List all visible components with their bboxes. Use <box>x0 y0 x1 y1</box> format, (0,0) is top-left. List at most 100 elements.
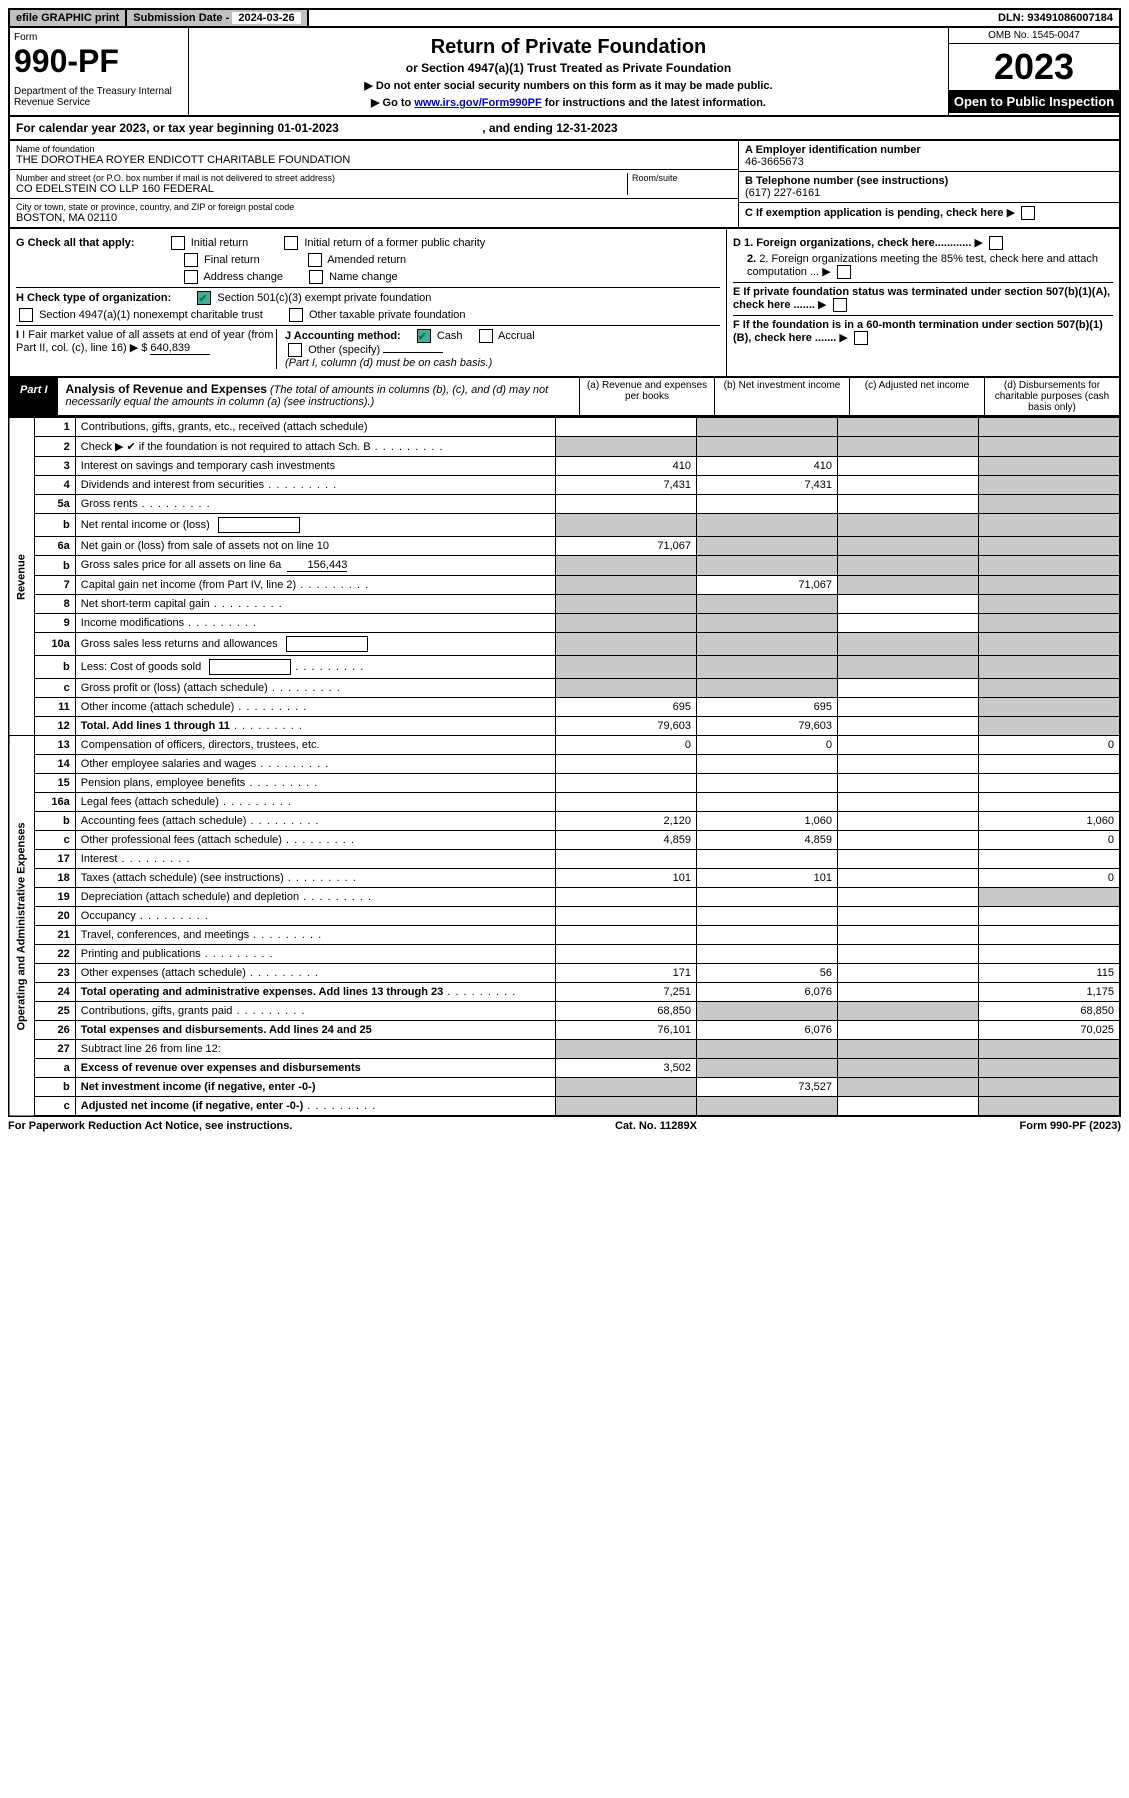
cell-d: 1,060 <box>979 812 1121 831</box>
cell-d <box>979 1059 1121 1078</box>
cell-d <box>979 633 1121 656</box>
exemption-pending: C If exemption application is pending, c… <box>739 203 1119 223</box>
checkbox-d2[interactable] <box>837 265 851 279</box>
row-number: 18 <box>34 869 75 888</box>
cell-a <box>556 888 697 907</box>
omb-number: OMB No. 1545-0047 <box>949 28 1119 44</box>
cell-b: 73,527 <box>697 1078 838 1097</box>
cell-d: 70,025 <box>979 1021 1121 1040</box>
row-number: 3 <box>34 457 75 476</box>
checkbox-c[interactable] <box>1021 206 1035 220</box>
row-label: Depreciation (attach schedule) and deple… <box>75 888 555 907</box>
efile-print-button[interactable]: efile GRAPHIC print <box>10 10 127 26</box>
row-number: 24 <box>34 983 75 1002</box>
cell-d: 115 <box>979 964 1121 983</box>
cell-d <box>979 556 1121 576</box>
cell-c <box>838 556 979 576</box>
cell-b <box>697 926 838 945</box>
cell-d <box>979 793 1121 812</box>
checkbox-other-method[interactable] <box>288 343 302 357</box>
table-row: bLess: Cost of goods sold <box>9 656 1120 679</box>
cell-a <box>556 576 697 595</box>
checkbox-addr-change[interactable] <box>184 270 198 284</box>
cell-a: 695 <box>556 698 697 717</box>
table-row: 16aLegal fees (attach schedule) <box>9 793 1120 812</box>
table-row: bNet investment income (if negative, ent… <box>9 1078 1120 1097</box>
cell-d <box>979 437 1121 457</box>
cell-a <box>556 495 697 514</box>
cell-c <box>838 514 979 537</box>
checkbox-d1[interactable] <box>989 236 1003 250</box>
table-row: 25Contributions, gifts, grants paid68,85… <box>9 1002 1120 1021</box>
e-terminated: E If private foundation status was termi… <box>733 282 1113 312</box>
checkbox-initial[interactable] <box>171 236 185 250</box>
cell-b <box>697 656 838 679</box>
cell-c <box>838 595 979 614</box>
cell-d <box>979 576 1121 595</box>
checkbox-e[interactable] <box>833 298 847 312</box>
cell-c <box>838 926 979 945</box>
cell-c <box>838 679 979 698</box>
checkbox-initial-former[interactable] <box>284 236 298 250</box>
row-number: c <box>34 831 75 850</box>
cell-d: 0 <box>979 831 1121 850</box>
checkbox-name-change[interactable] <box>309 270 323 284</box>
part-1-header: Part I Analysis of Revenue and Expenses … <box>8 378 1121 417</box>
cell-d <box>979 418 1121 437</box>
dln: DLN: 93491086007184 <box>992 10 1119 26</box>
row-label: Dividends and interest from securities <box>75 476 555 495</box>
cell-a: 71,067 <box>556 537 697 556</box>
checkbox-f[interactable] <box>854 331 868 345</box>
cell-d <box>979 595 1121 614</box>
cell-a <box>556 755 697 774</box>
cell-a <box>556 945 697 964</box>
table-row: 10aGross sales less returns and allowanc… <box>9 633 1120 656</box>
cell-c <box>838 495 979 514</box>
checkbox-other-taxable[interactable] <box>289 308 303 322</box>
cell-a: 7,431 <box>556 476 697 495</box>
cell-b <box>697 595 838 614</box>
cell-d <box>979 457 1121 476</box>
cell-b <box>697 614 838 633</box>
part-1-table: Revenue1Contributions, gifts, grants, et… <box>8 417 1121 1117</box>
row-number: 4 <box>34 476 75 495</box>
row-label: Net gain or (loss) from sale of assets n… <box>75 537 555 556</box>
row-number: 19 <box>34 888 75 907</box>
cell-a <box>556 1097 697 1117</box>
cell-b <box>697 774 838 793</box>
row-label: Taxes (attach schedule) (see instruction… <box>75 869 555 888</box>
table-row: 8Net short-term capital gain <box>9 595 1120 614</box>
row-number: a <box>34 1059 75 1078</box>
cell-c <box>838 1097 979 1117</box>
cell-c <box>838 907 979 926</box>
cell-c <box>838 1021 979 1040</box>
cell-b <box>697 850 838 869</box>
cell-c <box>838 1040 979 1059</box>
row-label: Net rental income or (loss) <box>75 514 555 537</box>
checkbox-amended[interactable] <box>308 253 322 267</box>
cell-b: 0 <box>697 736 838 755</box>
row-number: c <box>34 679 75 698</box>
cell-b: 101 <box>697 869 838 888</box>
cell-b: 6,076 <box>697 1021 838 1040</box>
cell-c <box>838 633 979 656</box>
revenue-side-label: Revenue <box>9 418 34 736</box>
g-check-all: G Check all that apply: Initial return I… <box>16 236 720 250</box>
i-fmv: I I Fair market value of all assets at e… <box>16 329 276 369</box>
row-label: Other employee salaries and wages <box>75 755 555 774</box>
cell-a <box>556 1040 697 1059</box>
part-1-title: Analysis of Revenue and Expenses <box>66 382 267 396</box>
checkbox-accrual[interactable] <box>479 329 493 343</box>
cell-a: 2,120 <box>556 812 697 831</box>
irs-link[interactable]: www.irs.gov/Form990PF <box>414 97 541 109</box>
cell-d <box>979 907 1121 926</box>
cell-b <box>697 556 838 576</box>
row-number: 2 <box>34 437 75 457</box>
checkbox-501c3[interactable] <box>197 291 211 305</box>
table-row: cAdjusted net income (if negative, enter… <box>9 1097 1120 1117</box>
checkbox-cash[interactable] <box>417 329 431 343</box>
checkbox-final[interactable] <box>184 253 198 267</box>
checkbox-4947[interactable] <box>19 308 33 322</box>
cell-d <box>979 945 1121 964</box>
row-label: Accounting fees (attach schedule) <box>75 812 555 831</box>
